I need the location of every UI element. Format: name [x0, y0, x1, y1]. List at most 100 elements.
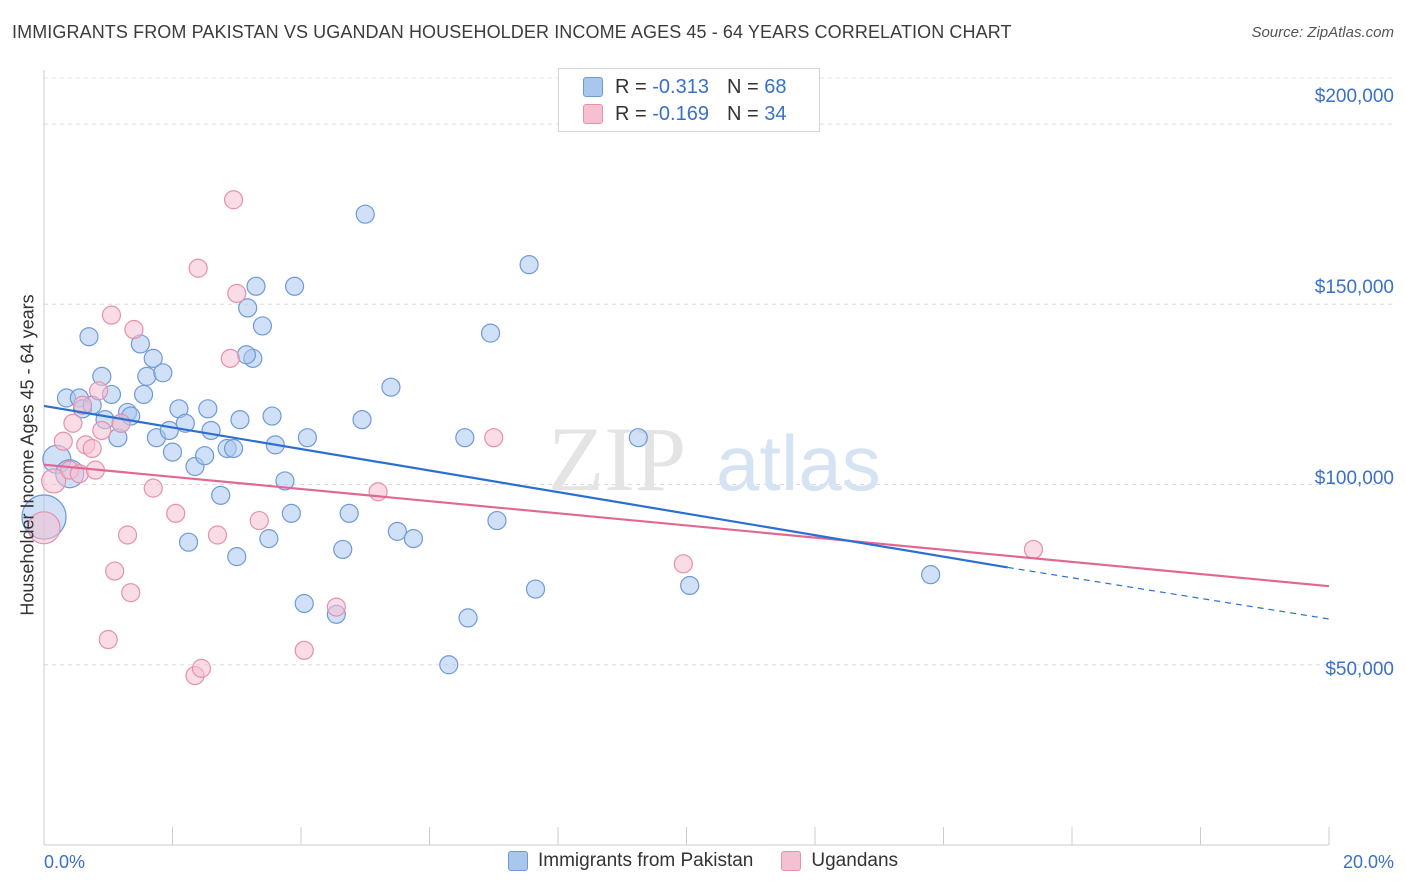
pakistan-point	[628, 428, 648, 448]
pakistan-point	[480, 323, 501, 343]
pakistan-point	[387, 521, 407, 541]
pakistan-point	[525, 579, 546, 599]
pakistan-point	[403, 529, 424, 549]
ugandan-point	[191, 658, 212, 678]
source-credit: Source: ZipAtlas.com	[1251, 24, 1394, 41]
legend-swatch-blue	[583, 77, 603, 97]
ugandan-point	[27, 511, 61, 545]
pakistan-point	[153, 363, 173, 383]
pakistan-point	[246, 276, 266, 296]
n-value: 68	[764, 75, 787, 98]
pakistan-point	[275, 471, 295, 491]
gridlines	[44, 77, 1395, 666]
pakistan-point	[162, 442, 183, 462]
ugandan-point	[326, 597, 346, 617]
watermark-atlas: atlas	[716, 419, 881, 507]
ugandan-point	[673, 554, 693, 574]
ugandan-point	[105, 561, 125, 581]
chart-title: IMMIGRANTS FROM PAKISTAN VS UGANDAN HOUS…	[12, 22, 1012, 42]
ugandan-point	[294, 640, 314, 660]
ugandan-point	[92, 420, 112, 441]
axes	[43, 70, 1330, 846]
pakistan-point	[262, 406, 282, 426]
pakistan-point	[381, 377, 401, 397]
ugandan-point	[143, 478, 163, 498]
y-tick-label: $200,000	[1314, 86, 1394, 107]
legend-row-pakistan: R = -0.313 N = 68	[583, 74, 786, 100]
pakistan-point	[79, 327, 99, 347]
ugandans-trendline	[43, 463, 1330, 588]
legend-item-pakistan: Immigrants from Pakistan	[507, 850, 754, 872]
ugandan-point	[1023, 539, 1044, 560]
r-label: R =	[615, 75, 647, 98]
ugandan-point	[124, 319, 144, 340]
pakistan-point	[352, 410, 372, 430]
pakistan-point	[259, 529, 279, 549]
pakistan-point	[281, 503, 301, 523]
pakistan-point	[339, 503, 359, 523]
ugandan-point	[53, 431, 73, 451]
pakistan-point	[223, 438, 244, 459]
ugandan-point	[72, 395, 93, 415]
pakistan-point	[175, 413, 195, 433]
pakistan-point	[236, 345, 256, 365]
ugandan-point	[227, 283, 247, 304]
legend-label: Ugandans	[811, 850, 899, 871]
r-value: -0.169	[652, 102, 709, 125]
ugandan-point	[98, 629, 118, 650]
pakistan-point	[227, 547, 247, 567]
ugandan-point	[249, 510, 269, 531]
n-label: N =	[726, 102, 759, 125]
ugandan-point	[82, 438, 102, 459]
pakistan-point	[921, 565, 941, 585]
pakistan-point	[297, 428, 318, 448]
x-min-label: 0.0%	[44, 852, 86, 872]
pakistan-trendline	[43, 404, 1008, 569]
ugandan-point	[368, 482, 388, 502]
pakistan-point	[133, 384, 154, 405]
ugandan-point	[117, 525, 138, 545]
series-legend: Immigrants from Pakistan Ugandans	[0, 850, 1406, 872]
y-tick-label: $50,000	[1325, 659, 1394, 680]
pakistan-point	[252, 316, 273, 336]
pakistan-point	[143, 348, 163, 368]
pakistan-point	[519, 255, 539, 275]
n-value: 34	[764, 102, 787, 125]
legend-label: Immigrants from Pakistan	[537, 850, 754, 871]
legend-swatch-pink	[583, 104, 603, 124]
pakistan-point	[137, 366, 157, 386]
pakistan-point	[198, 399, 218, 419]
pakistan-point	[238, 298, 258, 318]
legend-swatch-pink	[781, 851, 802, 871]
pakistan-point	[355, 204, 375, 224]
pakistan-point	[178, 532, 199, 552]
ugandan-point	[41, 468, 67, 494]
pakistan-point	[680, 575, 700, 596]
pakistan-point	[487, 510, 507, 531]
x-max-label: 20.0%	[1342, 852, 1394, 872]
r-value: -0.313	[652, 75, 709, 98]
ugandan-point	[223, 190, 244, 210]
legend-item-ugandans: Ugandans	[781, 850, 898, 872]
ugandan-point	[207, 525, 228, 545]
ugandan-point	[89, 381, 109, 401]
ugandan-point	[101, 305, 122, 325]
ugandan-point	[188, 258, 208, 278]
y-tick-label: $150,000	[1314, 277, 1394, 298]
pakistan-point	[284, 276, 305, 296]
pakistan-point	[159, 420, 179, 441]
ugandan-point	[484, 428, 504, 448]
pakistan-point	[201, 420, 221, 441]
ugandan-point	[63, 413, 83, 433]
ugandan-point	[220, 348, 240, 368]
r-label: R =	[615, 102, 647, 125]
pakistan-trendline-extension	[1007, 566, 1330, 620]
legend-swatch-blue	[507, 851, 528, 871]
watermark-zip: ZIP	[548, 408, 686, 510]
pakistan-point	[455, 428, 475, 448]
trendlines	[43, 404, 1330, 620]
y-tick-label: $100,000	[1314, 468, 1394, 489]
pakistan-point	[294, 593, 314, 614]
pakistan-point	[230, 410, 250, 430]
